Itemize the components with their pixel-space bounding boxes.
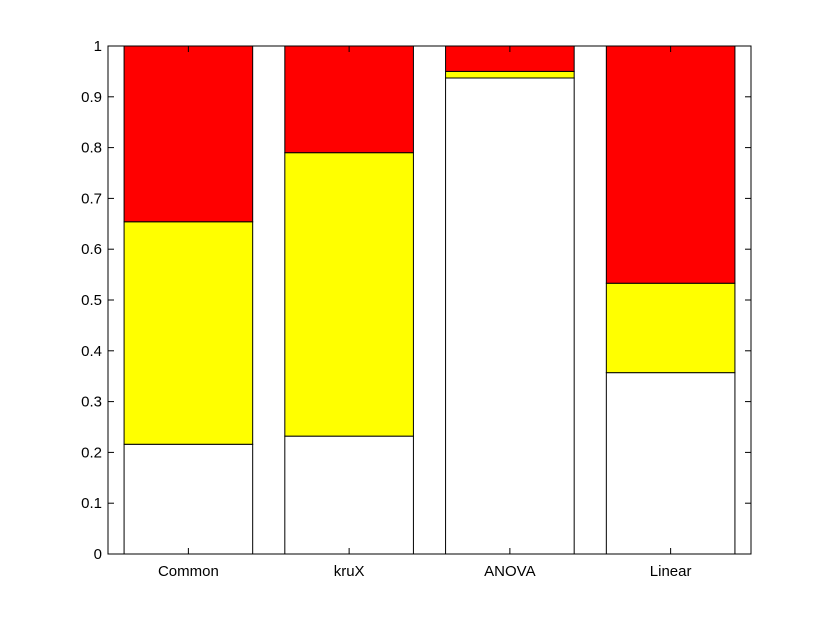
- bar-segment-krux-2: [284, 45, 414, 154]
- ticks-layer: [108, 45, 751, 555]
- y-tick-label: 0: [94, 546, 102, 563]
- bar-segment-common-2: [123, 45, 254, 223]
- y-tick-label: 0.3: [81, 394, 102, 411]
- y-tick-labels: 0 0.1 0.2 0.3 0.4 0.5 0.6 0.7 0.8 0.9 1: [81, 38, 102, 563]
- y-tick-label: 0.4: [81, 343, 102, 360]
- bar-segment-linear-0: [605, 372, 736, 555]
- y-tick-label: 0.2: [81, 444, 102, 461]
- y-tick-label: 0.8: [81, 140, 102, 157]
- bar-segment-anova-1: [445, 70, 575, 79]
- bar-segment-common-1: [123, 221, 254, 445]
- y-tick-label: 1: [94, 38, 102, 55]
- y-tick-label: 0.7: [81, 190, 102, 207]
- bars-layer: [123, 45, 736, 555]
- x-tick-label: ANOVA: [484, 563, 535, 580]
- x-tick-label: kruX: [334, 563, 365, 580]
- bar-segment-anova-0: [445, 77, 575, 555]
- x-tick-labels: Common kruX ANOVA Linear: [158, 563, 692, 580]
- x-tick-label: Linear: [650, 563, 692, 580]
- y-tick-label: 0.1: [81, 495, 102, 512]
- y-tick-label: 0.6: [81, 241, 102, 258]
- y-tick-label: 0.5: [81, 292, 102, 309]
- bar-segment-krux-0: [284, 435, 414, 555]
- x-tick-label: Common: [158, 563, 219, 580]
- bar-segment-linear-1: [605, 282, 736, 374]
- y-tick-label: 0.9: [81, 89, 102, 106]
- bar-segment-linear-2: [605, 45, 736, 284]
- bar-segment-krux-1: [284, 152, 414, 437]
- bar-segment-common-0: [123, 443, 254, 555]
